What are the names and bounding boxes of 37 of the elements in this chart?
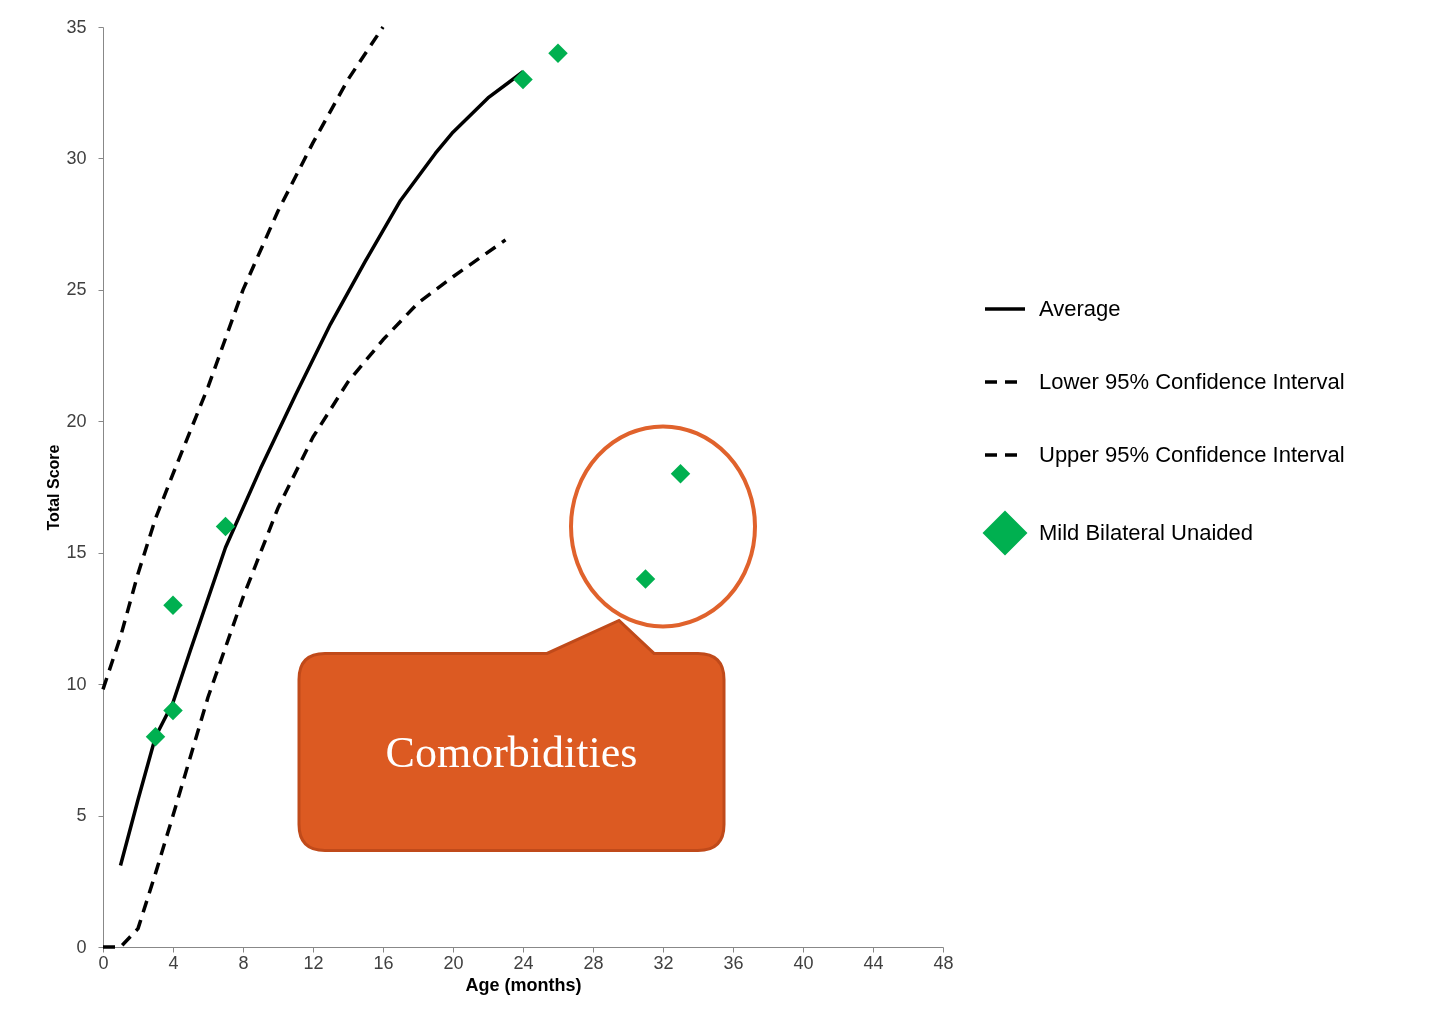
x-tick-label: 20 bbox=[443, 952, 464, 973]
point bbox=[145, 726, 166, 747]
line-series bbox=[101, 25, 385, 692]
point bbox=[163, 700, 183, 721]
point bbox=[513, 69, 533, 90]
y-tick-label: 0 bbox=[76, 936, 87, 957]
x-tick-label: 48 bbox=[933, 952, 954, 973]
x-tick-label: 12 bbox=[303, 952, 324, 973]
x-tick-label: 28 bbox=[583, 952, 604, 973]
y-tick-label: 35 bbox=[66, 16, 87, 37]
point bbox=[548, 43, 568, 64]
x-tick-label: 0 bbox=[98, 952, 109, 973]
x-tick-label: 4 bbox=[168, 952, 179, 973]
x-tick-label: 32 bbox=[653, 952, 674, 973]
x-axis-title: Age (months) bbox=[465, 974, 582, 995]
x-tick-label: 36 bbox=[723, 952, 744, 973]
legend-label: Upper 95% Confidence Interval bbox=[1039, 442, 1345, 467]
point bbox=[163, 595, 183, 616]
annotation: Comorbidities bbox=[385, 727, 638, 777]
x-tick-label: 8 bbox=[238, 952, 249, 973]
legend-label: Average bbox=[1039, 296, 1121, 321]
y-tick-label: 5 bbox=[76, 805, 87, 826]
point bbox=[215, 516, 236, 537]
x-tick-label: 16 bbox=[373, 952, 394, 973]
y-tick-label: 20 bbox=[66, 410, 87, 431]
point bbox=[670, 464, 691, 484]
legend-label: Lower 95% Confidence Interval bbox=[1039, 369, 1345, 394]
legend-label: Mild Bilateral Unaided bbox=[1039, 520, 1253, 545]
y-tick-label: 30 bbox=[66, 147, 87, 168]
point bbox=[635, 569, 656, 589]
x-tick-label: 24 bbox=[513, 952, 534, 973]
y-tick-label: 10 bbox=[66, 673, 87, 694]
y-axis-title: Total Score bbox=[45, 444, 63, 531]
y-tick-label: 15 bbox=[66, 542, 87, 563]
x-tick-label: 44 bbox=[863, 952, 884, 973]
x-tick-label: 40 bbox=[793, 952, 814, 973]
y-tick-label: 25 bbox=[66, 279, 87, 300]
